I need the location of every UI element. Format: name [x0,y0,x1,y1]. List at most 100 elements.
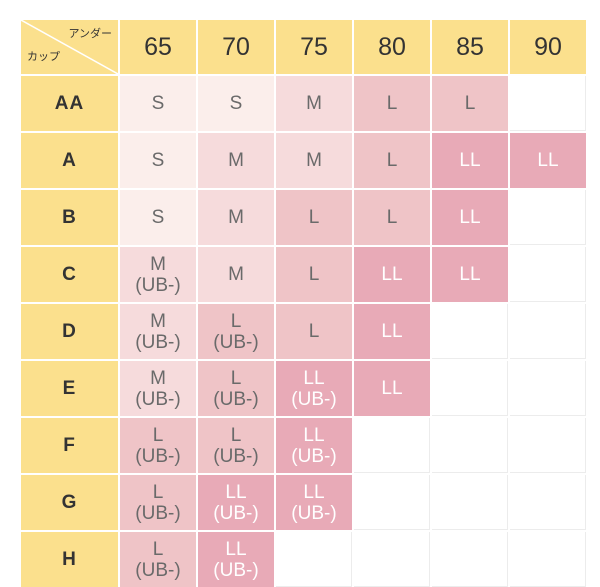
underbust-note: (UB-) [135,331,181,353]
cup-header-h: H [21,532,118,587]
empty-cell [276,532,352,587]
underbust-note: (UB-) [213,445,259,467]
underbust-note: (UB-) [291,502,337,524]
size-label: M [150,253,166,275]
size-cell: L (UB-) [198,304,274,359]
size-label: LL [459,207,481,228]
empty-cell [510,247,586,302]
size-cell: LL [354,304,430,359]
empty-cell [510,532,586,587]
size-cell: L (UB-) [120,532,196,587]
empty-cell [354,532,430,587]
size-label: M [228,264,244,285]
size-label: L [152,538,164,560]
size-label: S [229,93,243,114]
empty-cell [432,475,508,530]
size-label: LL [225,538,247,560]
size-cell: LL (UB-) [276,418,352,473]
size-cell: M (UB-) [120,304,196,359]
size-cell: L [354,76,430,131]
size-label: L [386,150,398,171]
size-label: LL [303,424,325,446]
underbust-note: (UB-) [135,502,181,524]
size-cell: LL [432,247,508,302]
size-cell: L (UB-) [120,475,196,530]
size-label: L [386,207,398,228]
empty-cell [510,475,586,530]
cup-header-d: D [21,304,118,359]
band-axis-label: アンダー [68,28,112,40]
size-label: L [230,424,242,446]
empty-cell [510,76,586,131]
size-cell: L (UB-) [198,418,274,473]
size-label: S [151,207,165,228]
size-cell: M [198,190,274,245]
empty-cell [432,418,508,473]
size-cell: LL [432,133,508,188]
size-label: LL [459,264,481,285]
size-label: LL [381,321,403,342]
size-label: LL [381,264,403,285]
empty-cell [432,532,508,587]
empty-cell [510,304,586,359]
underbust-note: (UB-) [135,445,181,467]
size-cell: L [354,190,430,245]
size-cell: LL [432,190,508,245]
empty-cell [510,361,586,416]
underbust-note: (UB-) [213,502,259,524]
cup-header-b: B [21,190,118,245]
band-header-90: 90 [510,20,586,74]
table-corner-header: アンダー カップ [21,20,118,74]
size-cell: L [432,76,508,131]
size-cell: M (UB-) [120,247,196,302]
band-header-85: 85 [432,20,508,74]
size-cell: M [198,133,274,188]
size-cell: L (UB-) [120,418,196,473]
size-cell: LL (UB-) [276,475,352,530]
band-header-70: 70 [198,20,274,74]
underbust-note: (UB-) [213,559,259,581]
size-label: M [150,367,166,389]
underbust-note: (UB-) [135,274,181,296]
cup-header-g: G [21,475,118,530]
size-label: S [151,93,165,114]
size-cell: LL [510,133,586,188]
underbust-note: (UB-) [213,388,259,410]
cup-axis-label: カップ [27,51,60,63]
size-cell: LL (UB-) [276,361,352,416]
underbust-note: (UB-) [291,388,337,410]
size-cell: LL (UB-) [198,475,274,530]
size-label: M [306,150,322,171]
cup-header-a: A [21,133,118,188]
size-label: M [228,207,244,228]
underbust-note: (UB-) [291,445,337,467]
size-label: L [308,207,320,228]
size-cell: M [198,247,274,302]
cup-header-aa: AA [21,76,118,131]
size-cell: LL (UB-) [198,532,274,587]
empty-cell [354,475,430,530]
size-label: LL [381,378,403,399]
size-cell: L [276,247,352,302]
underbust-note: (UB-) [135,559,181,581]
cup-header-c: C [21,247,118,302]
diagonal-divider [21,20,118,74]
size-label: L [152,424,164,446]
size-label: L [230,367,242,389]
size-cell: LL [354,361,430,416]
band-header-75: 75 [276,20,352,74]
size-cell: L (UB-) [198,361,274,416]
size-label: LL [303,481,325,503]
size-cell: M [276,133,352,188]
size-cell: M [276,76,352,131]
size-cell: L [276,304,352,359]
size-label: L [308,264,320,285]
size-cell: M (UB-) [120,361,196,416]
underbust-note: (UB-) [213,331,259,353]
cup-header-f: F [21,418,118,473]
size-label: LL [225,481,247,503]
size-label: M [228,150,244,171]
size-label: L [464,93,476,114]
size-cell: L [276,190,352,245]
size-label: L [230,310,242,332]
